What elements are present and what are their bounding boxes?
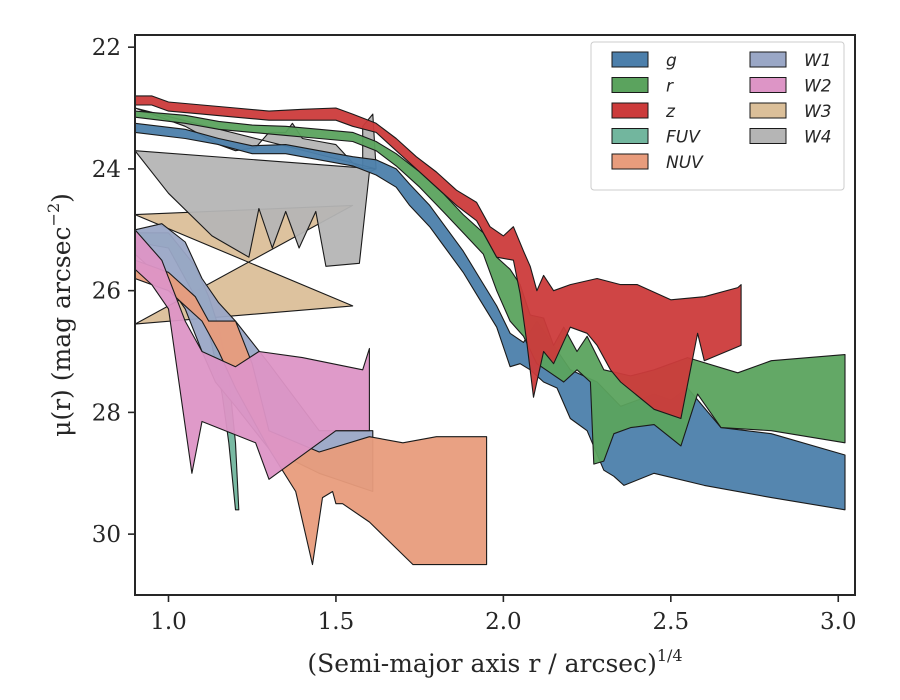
legend-label-w1: W1 <box>804 51 832 71</box>
y-axis-label: μ(r) (mag arcsec−2) <box>44 193 76 437</box>
band-z <box>135 95 742 420</box>
legend-swatch-w1 <box>749 51 787 68</box>
x-axis-label-text: (Semi-major axis r / arcsec) <box>307 649 656 678</box>
x-tick-label: 3.0 <box>820 609 857 635</box>
x-tick-label: 2.5 <box>653 609 690 635</box>
legend-swatch-w3 <box>749 102 787 119</box>
y-tick-label: 22 <box>92 35 121 61</box>
y-axis-label-text: μ(r) (mag arcsec <box>47 226 76 436</box>
x-axis-label-exponent: 1/4 <box>657 646 683 665</box>
y-tick-label: 24 <box>92 157 121 183</box>
legend-swatch-r <box>611 77 649 93</box>
y-tick-label: 30 <box>92 522 121 548</box>
x-tick-label: 1.5 <box>318 609 355 635</box>
legend-swatch-g <box>611 51 649 68</box>
legend: grz FUV NUV W1 W2 W3 W4 <box>590 41 845 191</box>
y-tick-label: 26 <box>92 279 121 305</box>
legend-label-w2: W2 <box>804 77 832 97</box>
legend-label-g: g <box>666 51 677 71</box>
y-axis: 22 24 26 28 30 <box>92 35 135 548</box>
legend-swatch-fuv <box>611 128 649 144</box>
legend-swatch-w2 <box>749 77 787 93</box>
x-axis-label: (Semi-major axis r / arcsec)1/4 <box>307 646 682 678</box>
x-tick-label: 2.0 <box>485 609 522 635</box>
bands-layer <box>135 95 846 566</box>
y-axis-label-exponent: −2 <box>44 203 63 227</box>
legend-label-w3: W3 <box>804 102 832 122</box>
x-axis: 1.0 1.5 2.0 2.5 3.0 <box>150 595 857 635</box>
plot-frame <box>134 34 856 596</box>
legend-label-z: z <box>665 102 676 122</box>
y-axis-label-close: ) <box>47 193 76 203</box>
x-tick-label: 1.0 <box>150 609 187 635</box>
legend-label-r: r <box>666 77 674 97</box>
legend-label-fuv: FUV <box>666 128 701 148</box>
y-tick-label: 28 <box>92 400 121 426</box>
legend-swatch-w4 <box>749 128 787 144</box>
legend-label-w4: W4 <box>804 128 832 148</box>
legend-swatch-z <box>611 102 649 119</box>
legend-swatch-nuv <box>611 153 649 170</box>
band-w2 <box>135 229 370 480</box>
legend-label-nuv: NUV <box>666 153 704 173</box>
